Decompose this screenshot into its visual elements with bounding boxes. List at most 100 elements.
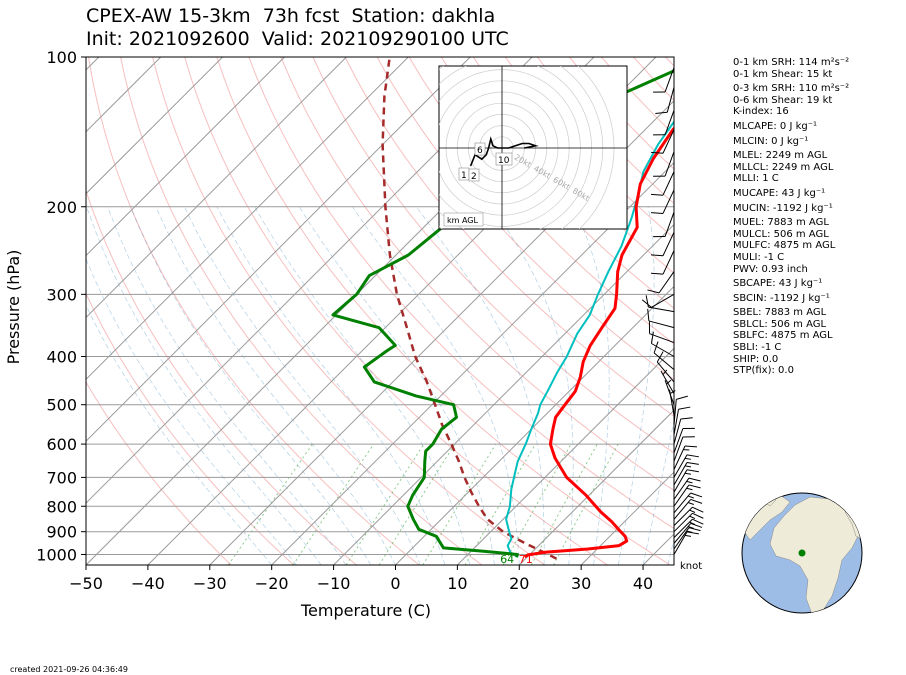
wind-barb — [673, 518, 704, 538]
dry-adiabat — [152, 57, 545, 565]
mixing-ratio-line — [227, 443, 314, 565]
index-line: MULCL: 506 m AGL — [733, 228, 829, 240]
wind-barb-half-flag — [686, 487, 693, 491]
wind-barb-staff — [664, 110, 675, 135]
wind-barb-flag — [688, 484, 701, 489]
index-line: MLCAPE: 0 J kg⁻¹ — [733, 120, 818, 132]
wind-barb — [651, 250, 675, 275]
wind-barb-flag — [686, 531, 699, 535]
hodograph-height-label: 1 — [461, 171, 467, 181]
index-line: MUCAPE: 43 J kg⁻¹ — [733, 187, 826, 199]
wind-barb-half-flag — [687, 495, 694, 499]
y-tick-label: 400 — [46, 348, 77, 367]
wind-barb — [673, 445, 697, 470]
wind-barb-half-flag — [687, 502, 694, 505]
index-line: MUEL: 7883 m AGL — [733, 217, 829, 229]
index-line: MLLI: 1 C — [733, 173, 779, 185]
wind-barb-staff — [673, 462, 688, 486]
dry-adiabat — [86, 292, 295, 565]
index-line: SBLI: -1 C — [733, 342, 782, 354]
wind-barb — [653, 67, 675, 93]
y-tick-label: 100 — [46, 48, 77, 67]
wind-barb-flag — [688, 527, 701, 532]
wind-barb-staff — [673, 484, 690, 507]
dry-adiabat — [86, 381, 232, 565]
wind-barb-staff — [656, 361, 675, 383]
wind-barb — [647, 308, 675, 329]
wind-barb — [673, 512, 704, 533]
moist-adiabat — [86, 258, 297, 565]
mixing-ratio-line — [345, 443, 425, 565]
wind-barb-half-flag — [684, 472, 692, 475]
wind-barb-staff — [649, 333, 675, 344]
wind-barb-flag — [651, 193, 664, 196]
index-line: STP(fix): 0.0 — [733, 365, 794, 377]
moist-adiabat — [184, 206, 421, 565]
isotherm — [457, 347, 674, 565]
wind-barb-staff — [662, 231, 675, 256]
isotherm — [86, 57, 347, 319]
index-line: MLCIN: 0 J kg⁻¹ — [733, 135, 809, 147]
wind-barb — [673, 498, 703, 520]
wind-barb-flag — [653, 341, 659, 354]
wind-barb-flag — [647, 308, 650, 321]
moist-adiabat — [86, 304, 272, 565]
wind-barb-staff — [673, 428, 684, 454]
index-line: MULI: -1 C — [733, 251, 785, 263]
wind-barb-flag — [651, 212, 664, 214]
index-line: SHIP: 0.0 — [733, 353, 779, 365]
wind-barb-half-flag — [687, 526, 694, 529]
wind-barb-flag — [690, 498, 703, 504]
wind-barb-flag — [645, 295, 649, 308]
hodograph-height-box — [495, 152, 513, 166]
wind-barb — [653, 151, 675, 177]
wind-barb-staff — [673, 492, 692, 514]
index-line: SBLFC: 4875 m AGL — [733, 330, 833, 342]
index-line: MLEL: 2249 m AGL — [733, 150, 828, 162]
wind-barb-staff — [664, 380, 675, 405]
moist-adiabat — [155, 206, 396, 565]
wind-barb — [673, 531, 699, 555]
wind-barb-flag — [680, 417, 693, 420]
wind-barb-flag — [676, 395, 688, 400]
dry-adiabat — [408, 57, 674, 345]
wind-barb-half-flag — [689, 515, 696, 520]
isotherm — [86, 57, 409, 381]
wind-barb-staff — [673, 399, 677, 426]
wind-barb — [651, 171, 675, 196]
mixing-ratio-line — [530, 443, 598, 565]
hodograph-height-label: 2 — [471, 172, 477, 182]
wind-barb-flag — [692, 512, 704, 519]
wind-barb — [651, 189, 675, 214]
index-line: MULFC: 4875 m AGL — [733, 240, 836, 252]
wind-barb — [647, 271, 675, 294]
isotherm — [86, 57, 223, 195]
hodograph-legend-label: km AGL — [447, 216, 479, 225]
moist-adiabat — [491, 206, 574, 565]
wind-barb-flag — [688, 477, 701, 482]
wind-barb-staff — [673, 518, 693, 538]
wind-barb-flag — [686, 469, 699, 473]
wind-barb-staff — [673, 512, 693, 533]
wind-barb-half-flag — [686, 480, 693, 484]
wind-barb-staff — [662, 129, 675, 154]
wind-barb-staff — [662, 250, 675, 275]
wind-barb-staff — [673, 527, 690, 550]
wind-barb-flag — [656, 351, 664, 363]
wind-barb-half-flag — [666, 379, 672, 385]
moist-adiabat — [107, 206, 347, 565]
wind-barb-flag — [651, 254, 664, 257]
dry-adiabat — [88, 57, 420, 565]
wind-barb-half-flag — [684, 534, 692, 537]
wind-barb-staff — [664, 151, 675, 177]
moist-adiabat — [416, 206, 545, 565]
dry-adiabat — [344, 57, 674, 417]
dry-adiabat — [280, 57, 674, 492]
surface-dewpoint-label: 64 — [500, 553, 514, 566]
chart-title-line-2: Init: 2021092600 Valid: 202109290100 UTC — [86, 28, 509, 50]
wind-barb — [641, 293, 675, 308]
wind-barb-staff — [662, 189, 675, 214]
wind-barb-half-flag — [689, 521, 696, 525]
isotherm — [209, 100, 674, 565]
wind-barb-flag — [641, 299, 652, 308]
